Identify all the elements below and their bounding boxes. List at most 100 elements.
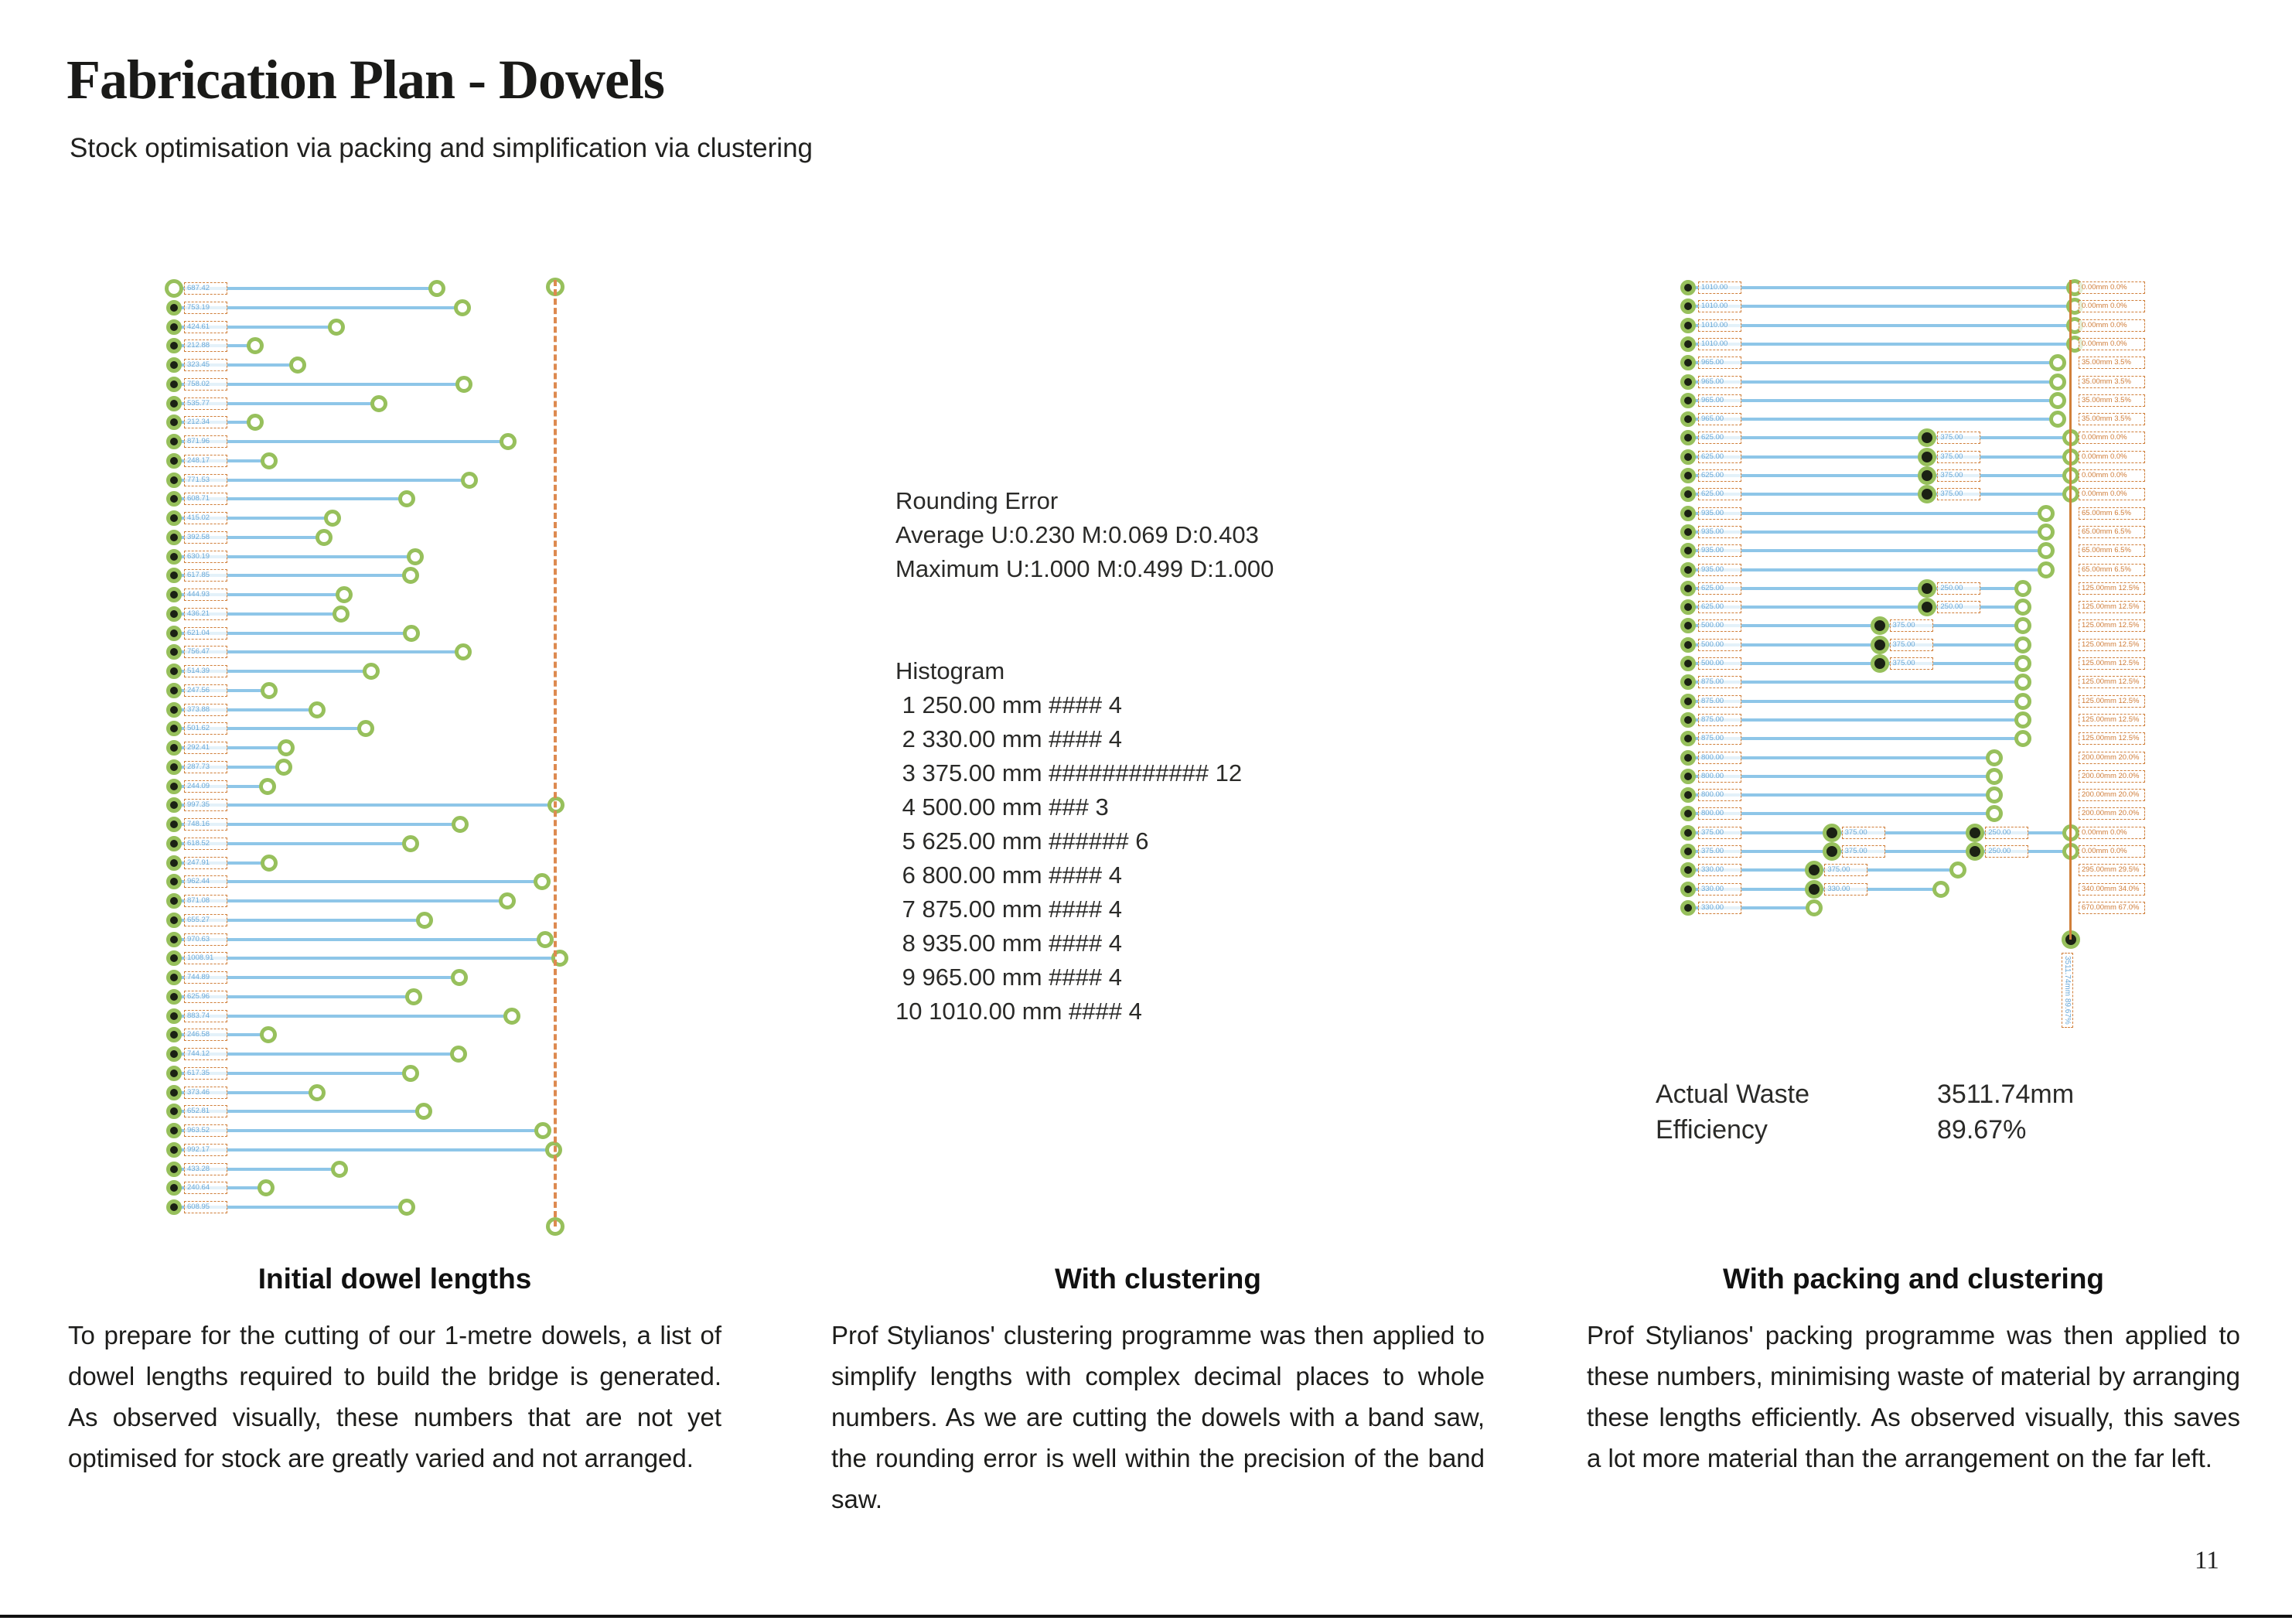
segment-end-icon bbox=[1986, 767, 2003, 785]
waste-label: 35.00mm 3.5% bbox=[2079, 375, 2145, 388]
dowel-length-label: 625.96 bbox=[184, 990, 227, 1003]
dowel-line bbox=[174, 823, 461, 826]
segment-length-label: 500.00 bbox=[1698, 619, 1741, 633]
dowel-length-label: 244.09 bbox=[184, 780, 227, 793]
segment-length-label: 375.00 bbox=[1841, 845, 1885, 858]
dowel-segment bbox=[1688, 606, 1928, 609]
segment-length-label: 375.00 bbox=[1824, 864, 1868, 877]
dowel-segment bbox=[1688, 342, 2075, 346]
dowel-start-icon bbox=[166, 701, 182, 718]
dowel-length-label: 212.88 bbox=[184, 339, 227, 353]
segment-length-label: 1010.00 bbox=[1698, 337, 1741, 350]
dowel-end-icon bbox=[460, 471, 478, 489]
dowel-segment bbox=[1688, 624, 1880, 628]
segment-end-icon bbox=[2014, 617, 2032, 635]
dowel-segment bbox=[1688, 774, 1994, 778]
paragraph-initial-dowel-lengths: To prepare for the cutting of our 1-metr… bbox=[68, 1321, 721, 1472]
dowel-start-icon bbox=[166, 988, 182, 1005]
dowel-length-label: 621.04 bbox=[184, 626, 227, 640]
dowel-start-icon bbox=[166, 338, 182, 354]
segment-start-icon bbox=[1680, 336, 1696, 352]
dowel-line bbox=[174, 1206, 408, 1209]
segment-joint-icon bbox=[1805, 861, 1824, 880]
dowel-start-icon bbox=[166, 644, 182, 660]
segment-start-icon bbox=[1680, 468, 1696, 483]
actual-waste-label: Actual Waste bbox=[1656, 1080, 1810, 1109]
dowel-start-icon bbox=[166, 606, 182, 622]
segment-end-icon bbox=[2014, 730, 2032, 748]
dowel-end-icon bbox=[499, 892, 517, 909]
segment-start-icon bbox=[1680, 749, 1696, 766]
page-subtitle: Stock optimisation via packing and simpl… bbox=[70, 133, 813, 163]
segment-length-label: 250.00 bbox=[1937, 582, 1981, 595]
dowel-length-label: 287.73 bbox=[184, 760, 227, 773]
dowel-line bbox=[174, 574, 411, 578]
dowel-end-icon bbox=[416, 911, 434, 929]
waste-label: 0.00mm 0.0% bbox=[2079, 469, 2145, 482]
dowel-line bbox=[174, 1167, 340, 1171]
waste-label: 0.00mm 0.0% bbox=[2079, 488, 2145, 501]
waste-label: 0.00mm 0.0% bbox=[2079, 281, 2145, 294]
segment-length-label: 800.00 bbox=[1698, 807, 1741, 821]
waste-label: 295.00mm 29.5% bbox=[2079, 864, 2145, 877]
rounding-error-and-histogram-block: Rounding Error Average U:0.230 M:0.069 D… bbox=[895, 487, 1274, 1025]
dowel-line bbox=[174, 765, 285, 769]
segment-length-label: 375.00 bbox=[1937, 488, 1981, 501]
dowel-segment bbox=[1688, 681, 2024, 684]
segment-length-label: 1010.00 bbox=[1698, 281, 1741, 294]
dowel-start-icon bbox=[166, 1161, 182, 1177]
dowel-end-icon bbox=[452, 816, 469, 833]
dowel-start-icon bbox=[166, 797, 182, 814]
dowel-length-label: 535.77 bbox=[184, 397, 227, 410]
segment-joint-icon bbox=[1918, 578, 1937, 598]
efficiency-label: Efficiency bbox=[1656, 1115, 1768, 1145]
segment-start-icon bbox=[1680, 824, 1696, 841]
segment-start-icon bbox=[1680, 486, 1696, 503]
segment-length-label: 965.00 bbox=[1698, 375, 1741, 388]
dowel-length-label: 871.08 bbox=[184, 895, 227, 907]
dowel-length-label: 963.52 bbox=[184, 1124, 227, 1137]
dowel-end-icon bbox=[534, 873, 551, 891]
dowel-line bbox=[174, 976, 459, 979]
dowel-length-label: 247.56 bbox=[184, 684, 227, 697]
dowel-end-icon bbox=[450, 1046, 468, 1063]
dowel-start-icon bbox=[166, 625, 182, 641]
dowel-end-icon bbox=[258, 1179, 275, 1197]
dowel-line bbox=[174, 1148, 554, 1151]
segment-joint-icon bbox=[1918, 598, 1937, 617]
dowel-length-label: 617.35 bbox=[184, 1066, 227, 1080]
waste-label: 35.00mm 3.5% bbox=[2079, 413, 2145, 426]
segment-end-icon bbox=[2048, 411, 2066, 428]
dowel-line bbox=[174, 325, 337, 329]
dowel-end-icon bbox=[450, 969, 468, 986]
segment-length-label: 375.00 bbox=[1889, 657, 1933, 670]
dowel-end-icon bbox=[415, 1103, 433, 1121]
segment-end-icon bbox=[2014, 711, 2032, 728]
dowel-start-icon bbox=[166, 1180, 182, 1196]
segment-joint-icon bbox=[1918, 466, 1937, 485]
segment-length-label: 375.00 bbox=[1698, 845, 1741, 858]
dowel-start-icon bbox=[166, 664, 182, 679]
segment-length-label: 965.00 bbox=[1698, 394, 1741, 407]
dowel-end-icon bbox=[309, 701, 326, 718]
segment-end-icon bbox=[2048, 391, 2066, 409]
dowel-segment bbox=[1688, 455, 1928, 459]
dowel-start-icon bbox=[166, 452, 182, 469]
dowel-end-icon bbox=[455, 643, 472, 661]
segment-length-label: 625.00 bbox=[1698, 432, 1741, 445]
waste-label: 0.00mm 0.0% bbox=[2079, 300, 2145, 313]
dowel-start-icon bbox=[166, 912, 182, 928]
waste-label: 65.00mm 6.5% bbox=[2079, 507, 2145, 520]
segment-joint-icon bbox=[1870, 635, 1889, 654]
dowel-end-icon bbox=[357, 720, 375, 738]
stock-length-dashed-line bbox=[554, 280, 557, 1227]
dowel-length-label: 652.81 bbox=[184, 1105, 227, 1118]
segment-start-icon bbox=[1680, 636, 1696, 653]
dowel-start-icon bbox=[166, 1008, 182, 1024]
dowel-line bbox=[174, 305, 462, 309]
dowel-end-icon bbox=[260, 681, 278, 699]
segment-joint-icon bbox=[1822, 823, 1841, 842]
segment-length-label: 375.00 bbox=[1937, 450, 1981, 463]
dowel-length-label: 753.19 bbox=[184, 301, 227, 314]
dowel-start-icon bbox=[166, 472, 182, 488]
